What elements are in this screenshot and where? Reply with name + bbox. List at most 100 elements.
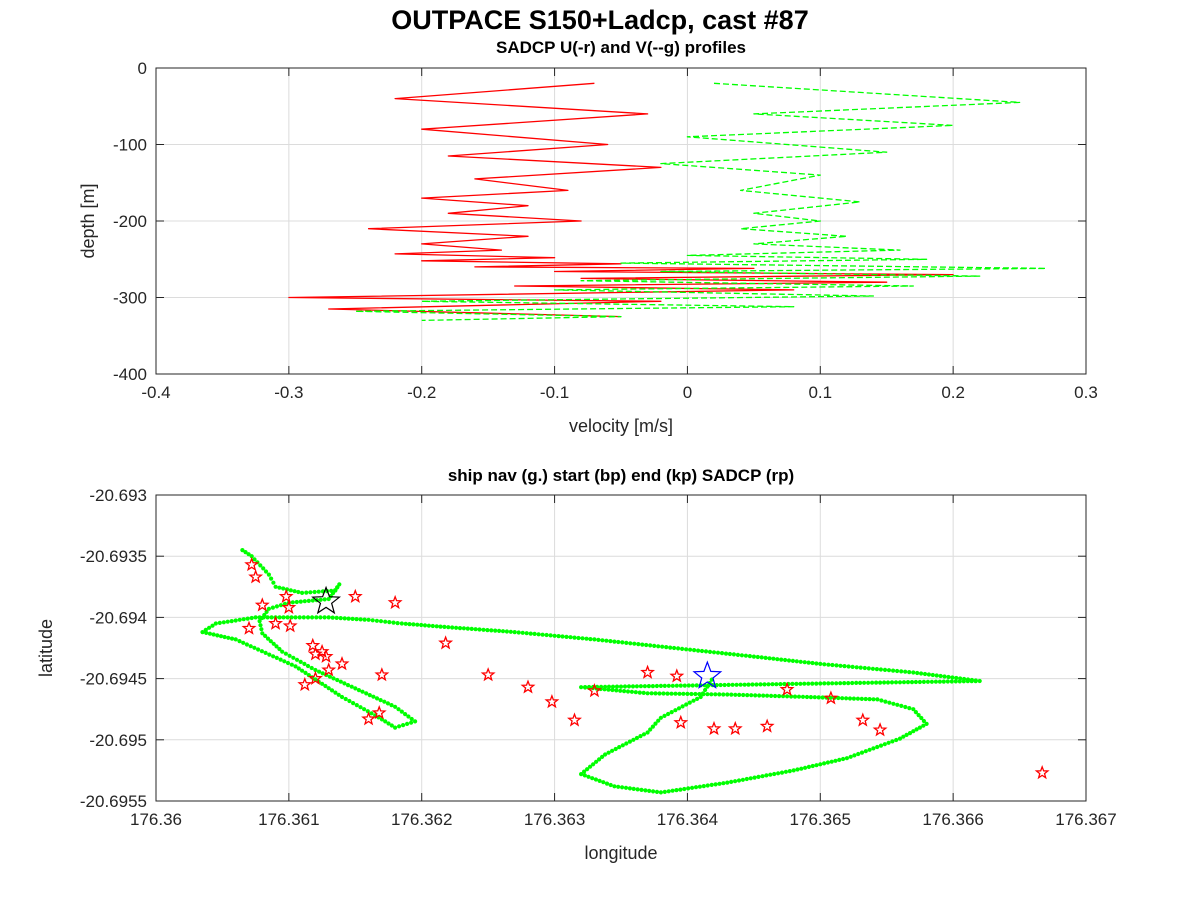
ship-nav-point: [233, 618, 238, 623]
ship-nav-point: [401, 723, 406, 728]
ship-nav-point: [686, 683, 691, 688]
ship-nav-point: [257, 619, 262, 624]
ship-nav-point: [281, 615, 286, 620]
ship-nav-point: [806, 764, 812, 770]
ship-nav-point: [481, 627, 486, 632]
ship-nav-point: [658, 790, 664, 795]
ship-nav-point: [624, 741, 629, 746]
ship-nav-point: [814, 661, 819, 666]
ship-nav-point: [446, 625, 451, 630]
ship-nav-point: [648, 727, 653, 732]
ship-nav-point: [382, 699, 387, 704]
ship-nav-point: [752, 775, 757, 780]
ship-nav-point: [783, 657, 788, 663]
nav-x-tick-label: 176.365: [790, 810, 851, 829]
ship-nav-point: [645, 730, 650, 735]
ship-nav-point: [846, 681, 851, 686]
ship-nav-point: [846, 664, 851, 669]
ship-nav-point: [742, 682, 747, 687]
sadcp-point-star: [334, 656, 350, 671]
ship-nav-point: [705, 684, 710, 689]
ship-nav-point: [350, 616, 355, 622]
ship-nav-point: [866, 666, 871, 671]
ship-nav-point: [298, 599, 303, 604]
ship-nav-point: [763, 655, 768, 661]
ship-nav-point: [871, 697, 876, 702]
ship-nav-point: [461, 626, 466, 631]
u-velocity-profile-line: [288, 82, 954, 318]
ship-nav-point: [336, 692, 341, 697]
ship-nav-point: [477, 627, 482, 632]
ship-nav-point: [871, 746, 876, 751]
ship-nav-point: [769, 693, 774, 699]
ship-nav-point: [661, 691, 666, 696]
ship-nav-point: [579, 772, 584, 777]
profile-y-tick-label: -300: [113, 289, 147, 308]
ship-nav-point: [342, 681, 347, 686]
ship-nav-point: [602, 687, 607, 692]
ship-nav-point: [504, 629, 509, 634]
ship-nav-point: [859, 750, 865, 755]
ship-nav-point: [442, 624, 447, 630]
ship-nav-point: [814, 763, 819, 768]
ship-nav-point: [879, 698, 884, 703]
ship-nav-point: [690, 683, 695, 688]
ship-nav-point: [308, 590, 313, 595]
ship-nav-point: [907, 731, 913, 736]
ship-nav-point: [618, 684, 624, 689]
ship-nav-point: [610, 687, 615, 693]
ship-nav-point: [741, 692, 746, 698]
ship-nav-point: [725, 692, 730, 697]
ship-nav-point: [909, 680, 915, 685]
ship-nav-point: [597, 757, 602, 762]
ship-nav-point: [465, 626, 470, 631]
ship-nav-point: [393, 725, 398, 730]
ship-nav-point: [689, 691, 694, 697]
ship-nav-point: [718, 682, 723, 688]
ship-nav-point: [620, 743, 625, 748]
ship-nav-point: [222, 634, 227, 640]
sadcp-point-star: [673, 714, 689, 730]
ship-nav-point: [310, 598, 315, 603]
ship-nav-point: [726, 682, 731, 688]
ship-nav-point: [798, 659, 803, 664]
ship-nav-point: [953, 679, 958, 684]
velocity-profile-axes: SADCP U(-r) and V(--g) profiles -0.4 -0.3…: [78, 38, 1098, 436]
ship-nav-point: [403, 621, 408, 626]
ship-nav-point: [700, 691, 706, 696]
ship-nav-point: [564, 634, 569, 640]
ship-nav-point: [540, 632, 545, 637]
ship-nav-point: [302, 661, 307, 667]
ship-nav-point: [802, 681, 807, 686]
sadcp-point-star: [520, 679, 536, 694]
ship-nav-point: [603, 752, 608, 757]
sadcp-point-star: [387, 594, 403, 610]
ship-nav-point: [695, 696, 700, 702]
ship-nav-point: [682, 683, 687, 688]
ship-nav-point: [271, 654, 276, 659]
ship-nav-point: [653, 721, 658, 726]
ship-nav-point: [378, 698, 383, 703]
ship-nav-point: [745, 693, 750, 698]
ship-nav-point: [508, 629, 513, 634]
ship-nav-point: [322, 615, 327, 620]
ship-nav-point: [875, 744, 880, 750]
ship-nav-point: [669, 710, 674, 715]
ship-nav-point: [759, 655, 764, 660]
sadcp-point-star: [438, 635, 454, 650]
ship-nav-point: [666, 789, 671, 794]
ship-nav-point: [396, 707, 401, 712]
ship-nav-point: [680, 704, 685, 709]
ship-nav-point: [457, 626, 463, 631]
ship-nav-point: [584, 636, 589, 641]
v-velocity-profile-line: [354, 82, 1047, 322]
nav-ticks: 176.36 176.361 176.362 176.363 176.364 176.36…: [80, 486, 1117, 829]
ship-nav-point: [249, 615, 254, 621]
ship-nav-point: [263, 633, 268, 639]
ship-nav-point: [717, 692, 722, 697]
ship-nav-point: [294, 599, 299, 605]
ship-nav-point: [601, 780, 606, 785]
ship-nav-point: [676, 646, 681, 651]
ship-nav-point: [818, 661, 823, 667]
ship-nav-point: [911, 707, 916, 712]
